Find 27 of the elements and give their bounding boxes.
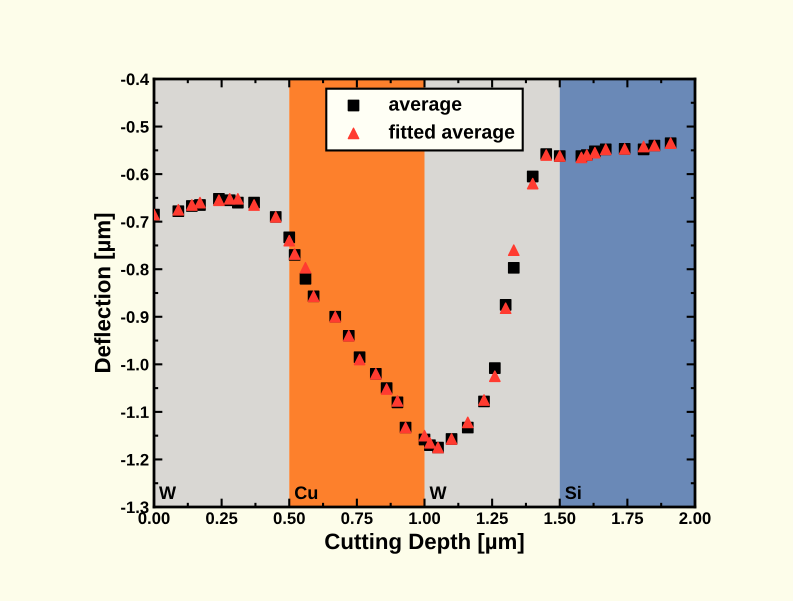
x-tick-label: 1.25 [476, 512, 508, 524]
x-tick-label: 1.75 [612, 512, 644, 524]
y-tick-label: -1.0 [121, 358, 148, 371]
y-tick-label: -1.2 [121, 454, 148, 466]
x-tick-label: 2.00 [679, 512, 711, 524]
y-tick-label: -0.7 [121, 216, 148, 228]
x-axis-title: Cutting Depth [µm] [325, 532, 524, 554]
x-tick-label: 0.25 [206, 512, 238, 524]
y-tick-label: -1.3 [121, 501, 149, 514]
y-tick-label: -1.1 [121, 406, 149, 418]
band-label: Cu [295, 486, 318, 500]
x-tick-label: 0.50 [274, 512, 305, 524]
y-tick-label: -0.9 [121, 311, 149, 323]
band-label: Si [565, 486, 581, 500]
x-tick-label: 0.00 [138, 512, 170, 524]
y-tick-label: -0.4 [121, 73, 150, 86]
legend-label: fitted average [388, 124, 514, 143]
x-tick-label: 1.50 [544, 512, 576, 524]
band-label: W [159, 486, 176, 499]
y-tick-label: -0.5 [121, 120, 149, 133]
x-tick-label: 1.00 [409, 512, 440, 524]
y-tick-label: -0.6 [121, 168, 149, 180]
y-axis-title: Deflection [µm] [94, 214, 115, 372]
band-label: W [430, 486, 447, 499]
x-tick-label: 0.75 [341, 512, 373, 524]
legend-label: average [389, 100, 462, 115]
y-tick-label: -0.8 [121, 264, 149, 276]
